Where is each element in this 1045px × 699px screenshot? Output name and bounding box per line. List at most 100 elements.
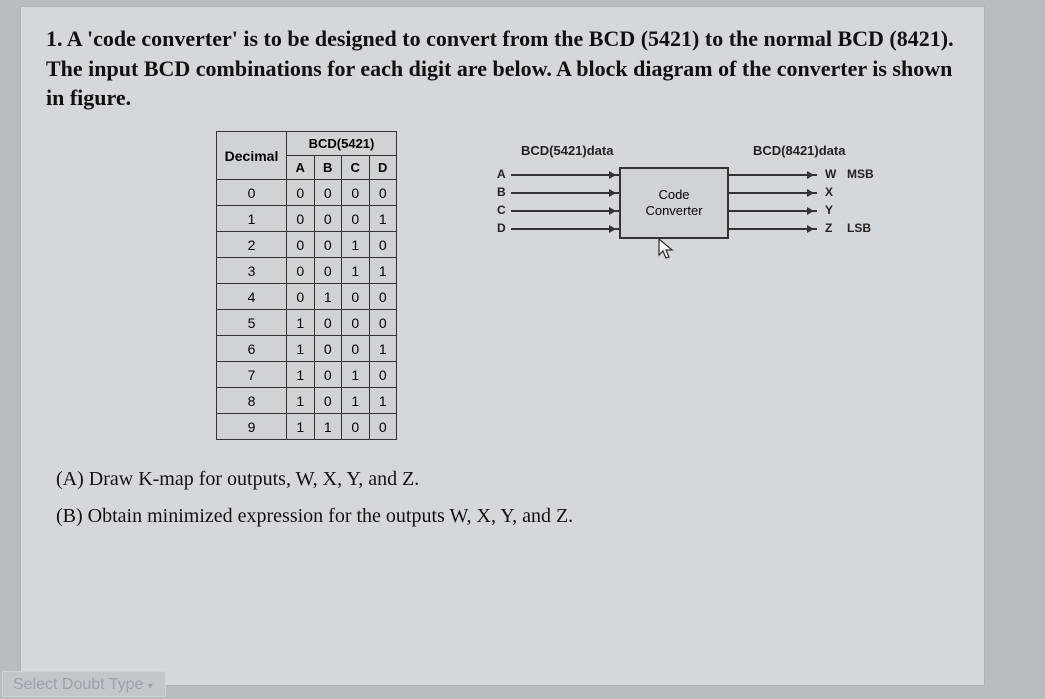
bcd-table: Decimal BCD(5421) A B C D 00000100012001… (216, 131, 397, 440)
cell-bit: 1 (287, 336, 315, 362)
problem-statement: 1. A 'code converter' is to be designed … (46, 24, 959, 113)
cell-bit: 0 (369, 284, 397, 310)
table-row: 30011 (217, 258, 397, 284)
table-row: 91100 (217, 414, 397, 440)
arrow-in-b (511, 192, 619, 194)
cell-decimal: 0 (217, 180, 287, 206)
out-lbl-x: X (825, 185, 833, 199)
cell-bit: 1 (369, 258, 397, 284)
cell-decimal: 7 (217, 362, 287, 388)
diagram-title-out: BCD(8421)data (753, 143, 845, 158)
cell-bit: 0 (314, 310, 342, 336)
cell-decimal: 3 (217, 258, 287, 284)
out-lbl-w: W (825, 167, 836, 181)
th-decimal: Decimal (217, 132, 287, 180)
table-row: 81011 (217, 388, 397, 414)
out-lbl-z: Z (825, 221, 832, 235)
th-group: BCD(5421) (287, 132, 397, 156)
arrow-out-w (729, 174, 817, 176)
cell-decimal: 1 (217, 206, 287, 232)
table-row: 71010 (217, 362, 397, 388)
chevron-down-icon: ▾ (148, 681, 153, 692)
cell-bit: 0 (369, 232, 397, 258)
converter-box: Code Converter (619, 167, 729, 239)
cell-bit: 1 (342, 232, 370, 258)
cell-bit: 0 (369, 310, 397, 336)
cell-bit: 0 (342, 414, 370, 440)
cell-decimal: 2 (217, 232, 287, 258)
cell-bit: 1 (369, 336, 397, 362)
select-doubt-label: Select Doubt Type (13, 676, 143, 693)
cell-bit: 1 (314, 414, 342, 440)
cell-bit: 0 (342, 180, 370, 206)
cell-bit: 0 (369, 414, 397, 440)
arrow-out-z (729, 228, 817, 230)
table-row: 51000 (217, 310, 397, 336)
page: 1. A 'code converter' is to be designed … (20, 6, 985, 686)
cell-bit: 1 (342, 258, 370, 284)
question-b: (B) Obtain minimized expression for the … (56, 505, 959, 528)
cell-bit: 0 (314, 206, 342, 232)
cell-bit: 0 (287, 284, 315, 310)
content-row: Decimal BCD(5421) A B C D 00000100012001… (216, 131, 959, 440)
cell-bit: 0 (314, 180, 342, 206)
diagram-title-in: BCD(5421)data (521, 143, 613, 158)
cell-bit: 1 (369, 206, 397, 232)
th-col-b: B (314, 156, 342, 180)
cell-bit: 1 (342, 362, 370, 388)
arrow-in-c (511, 210, 619, 212)
cell-bit: 0 (342, 206, 370, 232)
th-col-d: D (369, 156, 397, 180)
cell-bit: 0 (342, 336, 370, 362)
cell-bit: 1 (287, 310, 315, 336)
cell-bit: 0 (342, 310, 370, 336)
cell-decimal: 5 (217, 310, 287, 336)
cell-bit: 0 (342, 284, 370, 310)
cell-decimal: 6 (217, 336, 287, 362)
cell-bit: 1 (342, 388, 370, 414)
cell-bit: 0 (314, 232, 342, 258)
table-row: 00000 (217, 180, 397, 206)
th-col-c: C (342, 156, 370, 180)
cell-bit: 1 (369, 388, 397, 414)
arrow-in-d (511, 228, 619, 230)
select-doubt-button[interactable]: Select Doubt Type ▾ (2, 671, 166, 697)
cell-bit: 0 (287, 258, 315, 284)
arrow-in-a (511, 174, 619, 176)
cell-decimal: 8 (217, 388, 287, 414)
in-lbl-c: C (497, 203, 506, 217)
cell-bit: 0 (287, 180, 315, 206)
in-lbl-a: A (497, 167, 506, 181)
cell-bit: 1 (287, 414, 315, 440)
cell-bit: 0 (314, 336, 342, 362)
out-lbl-y: Y (825, 203, 833, 217)
cell-bit: 0 (287, 232, 315, 258)
cell-bit: 0 (314, 258, 342, 284)
in-lbl-d: D (497, 221, 506, 235)
cursor-icon (657, 237, 675, 261)
table-row: 40100 (217, 284, 397, 310)
cell-bit: 1 (287, 362, 315, 388)
box-label-2: Converter (621, 203, 727, 219)
cell-bit: 0 (314, 362, 342, 388)
cell-bit: 1 (314, 284, 342, 310)
lsb-label: LSB (847, 221, 871, 235)
question-a: (A) Draw K-map for outputs, W, X, Y, and… (56, 468, 959, 491)
table-row: 10001 (217, 206, 397, 232)
cell-bit: 0 (369, 180, 397, 206)
th-col-a: A (287, 156, 315, 180)
cell-bit: 0 (369, 362, 397, 388)
cell-bit: 0 (314, 388, 342, 414)
cell-bit: 0 (287, 206, 315, 232)
arrow-out-y (729, 210, 817, 212)
table-row: 61001 (217, 336, 397, 362)
table-row: 20010 (217, 232, 397, 258)
arrow-out-x (729, 192, 817, 194)
block-diagram: BCD(5421)data BCD(8421)data Code Convert… (469, 137, 889, 297)
cell-bit: 1 (287, 388, 315, 414)
cell-decimal: 4 (217, 284, 287, 310)
box-label-1: Code (621, 187, 727, 203)
in-lbl-b: B (497, 185, 506, 199)
cell-decimal: 9 (217, 414, 287, 440)
msb-label: MSB (847, 167, 874, 181)
